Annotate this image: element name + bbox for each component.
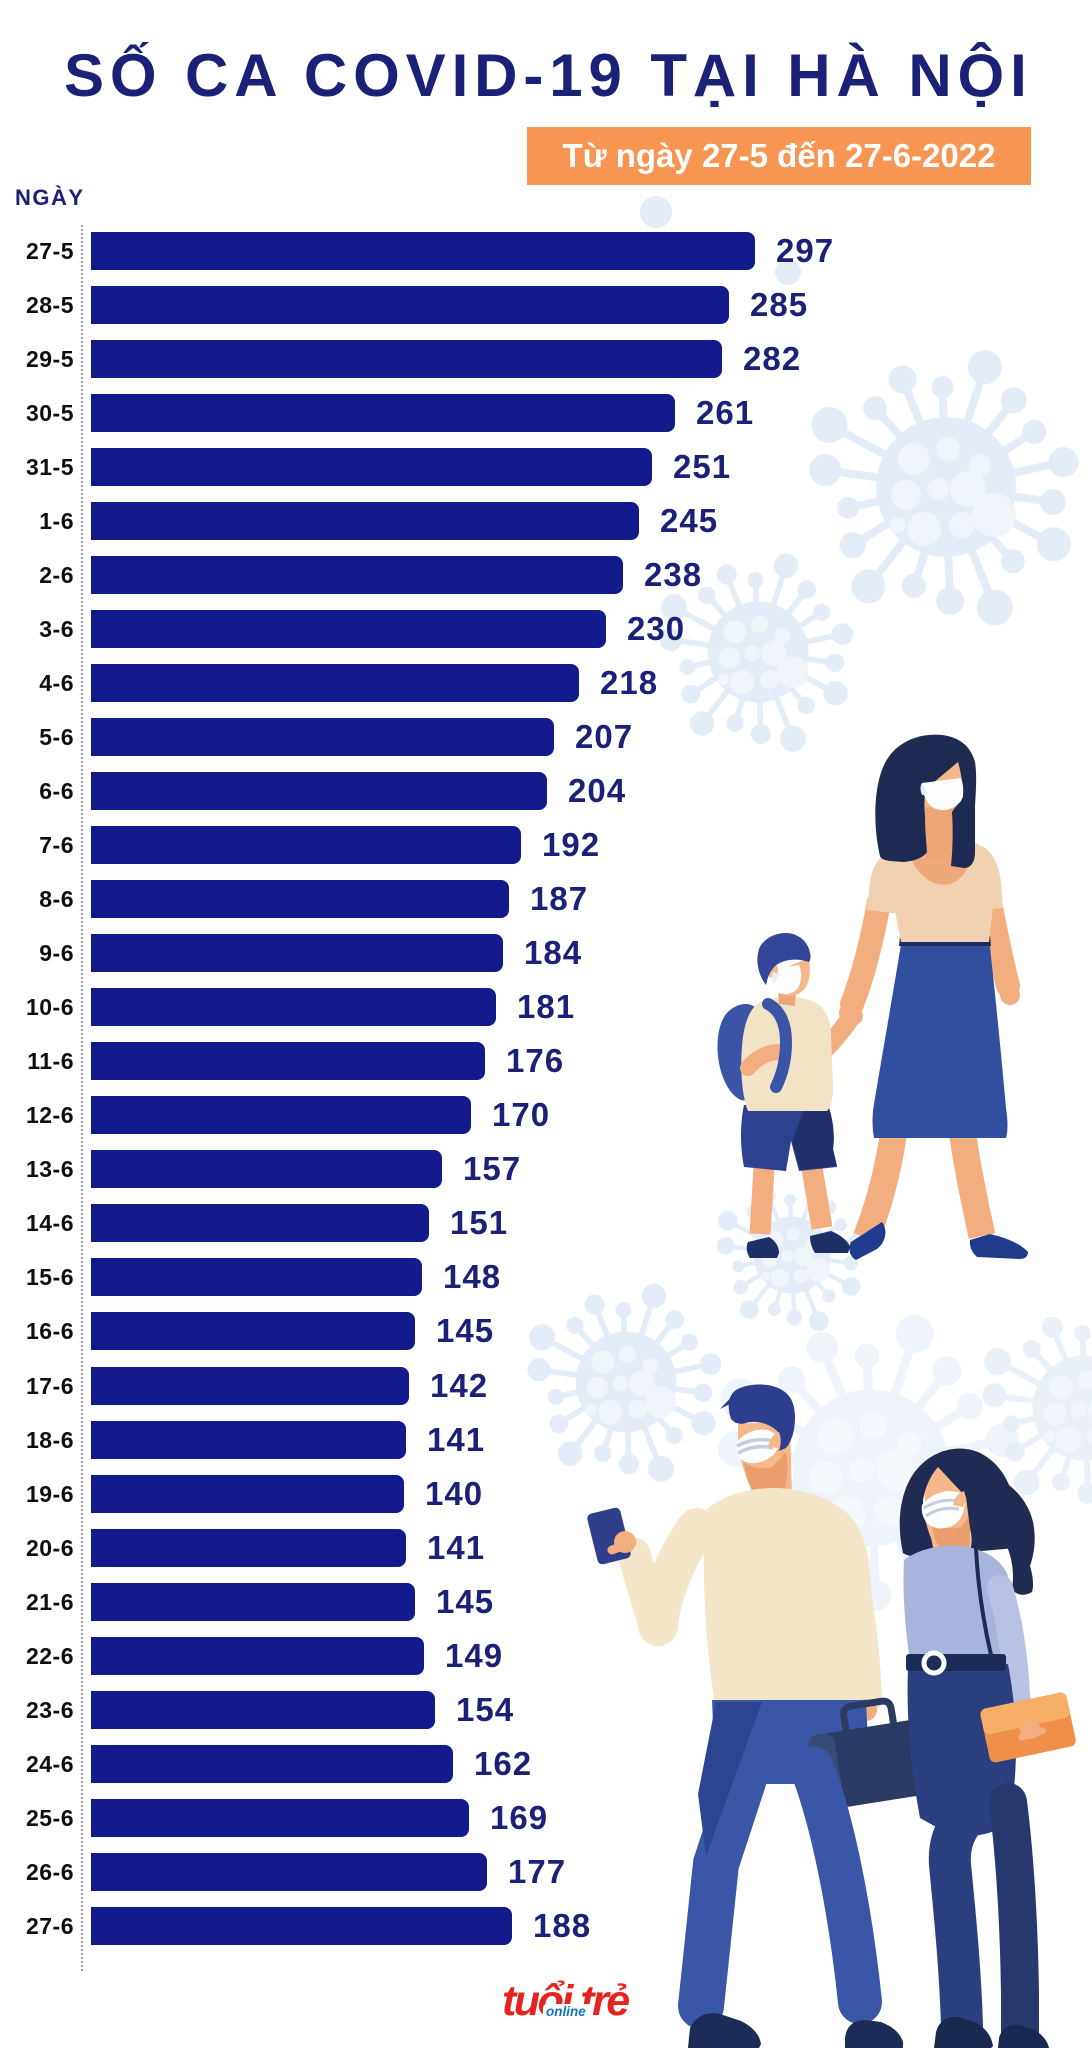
svg-text:online: online: [546, 2004, 586, 2019]
